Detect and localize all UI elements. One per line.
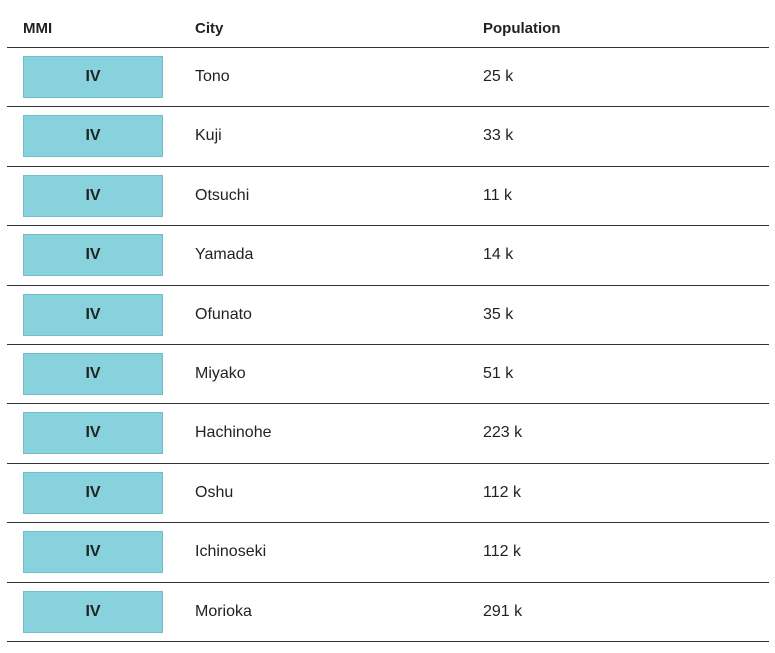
mmi-badge: IV — [23, 174, 163, 217]
table-row: IV Yamada 14 k — [7, 226, 769, 286]
city-cell: Otsuchi — [195, 186, 250, 204]
header-row: MMI City Population — [7, 0, 769, 48]
city-cell: Morioka — [195, 602, 252, 620]
population-cell: 35 k — [483, 305, 514, 323]
mmi-badge: IV — [23, 56, 163, 98]
population-cell: 14 k — [483, 246, 514, 264]
header-cell: Population — [483, 20, 561, 37]
city-cell: Oshu — [195, 483, 234, 501]
table-row: IV Otsuchi 11 k — [7, 167, 769, 227]
city-cell: Ichinoseki — [195, 543, 267, 561]
city-cell: Kuji — [195, 127, 222, 145]
table-row: IV Morioka 291 k — [7, 583, 769, 642]
header-cell: City — [195, 20, 224, 37]
population-cell: 33 k — [483, 127, 514, 145]
population-cell: 112 k — [483, 543, 521, 561]
population-cell: 291 k — [483, 602, 523, 620]
table: MMI City Population IV Tono 25 k IV Kuji 33 k… — [7, 0, 769, 642]
city-cell: Hachinohe — [195, 424, 272, 442]
table-row: IV Miyako 51 k — [7, 345, 769, 405]
city-cell: Yamada — [195, 246, 254, 264]
mmi-badge: IV — [23, 412, 163, 455]
population-cell: 11 k — [483, 186, 513, 204]
population-cell: 25 k — [483, 68, 514, 85]
city-cell: Miyako — [195, 364, 246, 382]
mmi-badge: IV — [23, 293, 163, 336]
mmi-badge: IV — [23, 352, 163, 395]
table-row: IV Kuji 33 k — [7, 107, 769, 167]
city-cell: Ofunato — [195, 305, 252, 323]
population-cell: 223 k — [483, 424, 523, 442]
mmi-badge: IV — [23, 590, 163, 633]
table-row: IV Oshu 112 k — [7, 464, 769, 524]
table-row: IV Ichinoseki 112 k — [7, 523, 769, 583]
table-row: IV Tono 25 k — [7, 48, 769, 108]
mmi-badge: IV — [23, 471, 163, 514]
mmi-badge: IV — [23, 115, 163, 158]
population-cell: 112 k — [483, 483, 521, 501]
table-row: IV Hachinohe 223 k — [7, 404, 769, 464]
table-row: IV Ofunato 35 k — [7, 286, 769, 345]
population-cell: 51 k — [483, 364, 514, 382]
mmi-badge: IV — [23, 234, 163, 277]
mmi-badge: IV — [23, 531, 163, 574]
city-cell: Tono — [195, 68, 230, 85]
header-cell: MMI — [23, 20, 53, 37]
